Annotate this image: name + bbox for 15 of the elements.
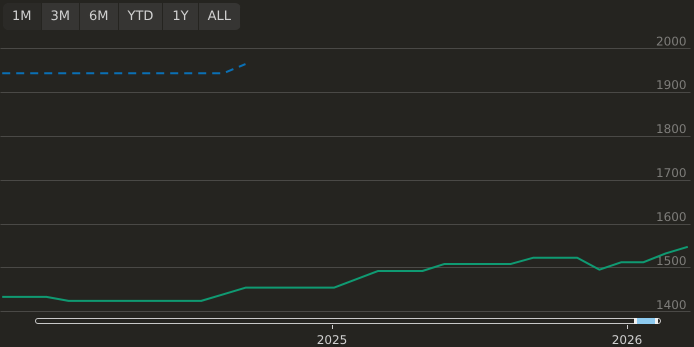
text: 2025 [316, 333, 348, 347]
y-tick-label: 1400 [656, 298, 686, 312]
text: ALL [198, 3, 242, 30]
y-tick-label: 1700 [656, 166, 686, 180]
text: 6M [80, 3, 118, 30]
text: 1Y [163, 3, 199, 30]
text: 1M [3, 3, 42, 30]
y-tick-label: 1500 [656, 254, 686, 268]
text: YTD [118, 3, 164, 30]
y-tick-label: 1600 [656, 210, 686, 224]
text: 3M [42, 3, 80, 30]
y-tick-label: 2000 [656, 34, 686, 48]
y-tick-label: 1800 [656, 122, 686, 136]
y-tick-label: 1900 [656, 78, 686, 92]
text: 2026 [612, 333, 642, 347]
